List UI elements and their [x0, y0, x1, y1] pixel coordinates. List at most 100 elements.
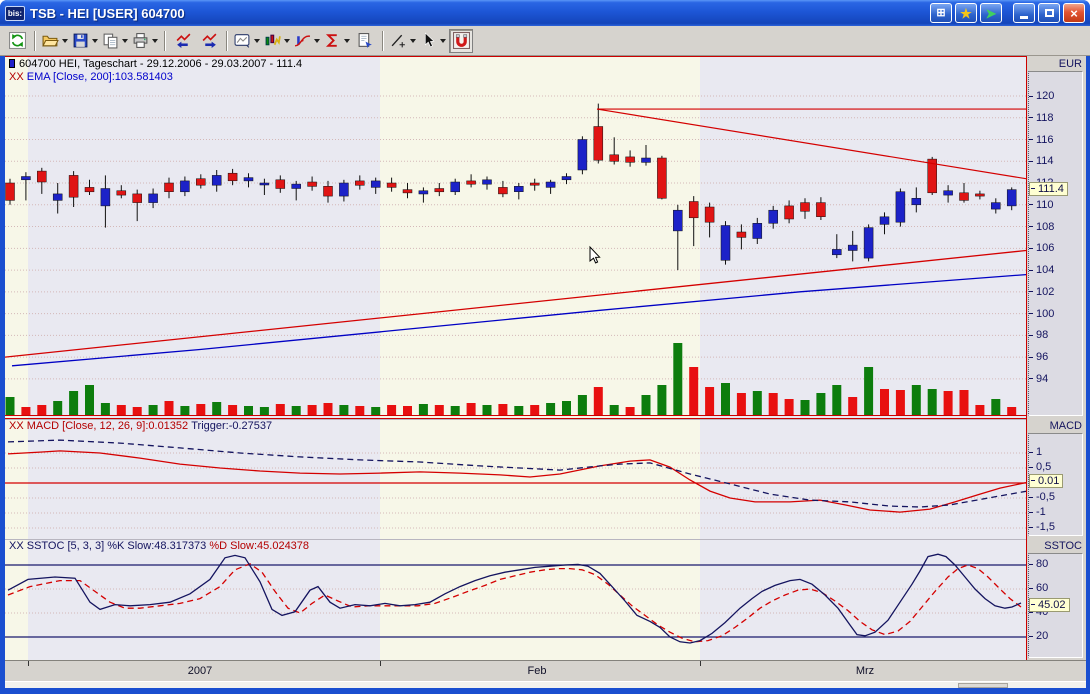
ema-indicator-label: XX EMA [Close, 200]:103.581403	[9, 71, 173, 83]
chart-forward-button[interactable]	[197, 29, 221, 53]
axis-tick-label: 0,5	[1029, 460, 1051, 474]
draw-line-button[interactable]	[389, 29, 417, 53]
axis-tick-label: 1	[1029, 445, 1042, 459]
scrollbar-thumb[interactable]	[958, 683, 1008, 688]
app-icon: bis:	[5, 5, 25, 21]
properties-icon	[357, 32, 374, 49]
external-link-button[interactable]: ➤	[980, 3, 1002, 23]
axis-tick-label: 94	[1029, 372, 1048, 386]
line-tool-icon	[390, 32, 407, 49]
save-button[interactable]	[71, 29, 99, 53]
indicator-icon	[294, 32, 311, 49]
maximize-button[interactable]	[1038, 3, 1060, 23]
chevron-down-icon[interactable]	[62, 38, 68, 43]
axis-tick-label: 116	[1029, 133, 1054, 147]
sstoc-axis: SSTOC 80 60 40 20 45.02	[1027, 538, 1086, 660]
axis-tick-label: 114	[1029, 154, 1054, 168]
axis-tick-label: 108	[1029, 220, 1054, 234]
close-icon: ×	[1070, 5, 1078, 21]
print-button[interactable]	[131, 29, 159, 53]
chevron-down-icon[interactable]	[122, 38, 128, 43]
main-toolbar	[0, 26, 1090, 56]
save-icon	[72, 32, 89, 49]
chevron-down-icon[interactable]	[410, 38, 416, 43]
macd-pane[interactable]: XX MACD [Close, 12, 26, 9]:0.01352 Trigg…	[5, 419, 1026, 539]
sstoc-chart-canvas[interactable]	[5, 540, 1026, 661]
chart-back-icon	[175, 32, 192, 49]
sum-icon	[324, 32, 341, 49]
chevron-down-icon[interactable]	[92, 38, 98, 43]
properties-button[interactable]	[353, 29, 377, 53]
sstoc-axis-title: SSTOC	[1044, 540, 1082, 552]
time-axis-tick	[380, 661, 381, 666]
axis-tick-label: 106	[1029, 241, 1054, 255]
price-pane[interactable]: 604700 HEI, Tageschart - 29.12.2006 - 29…	[5, 57, 1026, 419]
macd-axis-title: MACD	[1049, 420, 1082, 432]
chart-layout-button[interactable]	[233, 29, 261, 53]
toolbar-separator	[226, 30, 228, 51]
time-axis-label: Mrz	[855, 665, 875, 677]
print-icon	[132, 32, 149, 49]
sstoc-indicator-label: XX SSTOC [5, 3, 3] %K Slow:48.317373 %D …	[9, 540, 310, 552]
macd-axis-scale: 1 0,5 -0,5 -1 -1,5 0.01	[1028, 433, 1083, 536]
chevron-down-icon[interactable]	[152, 38, 158, 43]
macd-chart-canvas[interactable]	[5, 420, 1026, 539]
eur-axis-title: EUR	[1058, 58, 1082, 70]
close-button[interactable]: ×	[1063, 3, 1085, 23]
eur-axis: EUR 120118116114112110108106104102100989…	[1027, 56, 1086, 418]
overlays-button[interactable]	[323, 29, 351, 53]
window-titlebar: bis: TSB - HEI [USER] 604700 ⊞ ★ ➤ ×	[0, 0, 1090, 26]
price-chart-canvas[interactable]	[5, 57, 1026, 418]
refresh-button[interactable]	[5, 29, 29, 53]
time-axis-tick	[700, 661, 701, 666]
current-value-badge: 111.4	[1029, 181, 1068, 196]
magnet-icon	[453, 32, 470, 49]
indicators-button[interactable]	[293, 29, 321, 53]
chevron-down-icon[interactable]	[314, 38, 320, 43]
axis-tick-label: 120	[1029, 89, 1054, 103]
magnet-button[interactable]	[449, 28, 473, 53]
axis-tick-label: 118	[1029, 111, 1054, 125]
time-axis-label: 2007	[187, 665, 213, 677]
chevron-down-icon[interactable]	[254, 38, 260, 43]
axis-tick-label: 20	[1029, 629, 1048, 643]
toolbar-separator	[164, 30, 166, 51]
current-value-badge: 45.02	[1029, 597, 1070, 612]
chart-forward-icon	[201, 32, 218, 49]
chevron-down-icon[interactable]	[344, 38, 350, 43]
chevron-down-icon[interactable]	[284, 38, 290, 43]
favorites-icon: ★	[960, 5, 972, 21]
dock-icon: ⊞	[936, 6, 946, 19]
minimize-button[interactable]	[1013, 3, 1035, 23]
macd-indicator-label: XX MACD [Close, 12, 26, 9]:0.01352 Trigg…	[9, 420, 273, 432]
candlestick-icon	[9, 59, 15, 68]
window-bottom-border	[0, 688, 1090, 694]
dock-button[interactable]: ⊞	[930, 3, 952, 23]
open-button[interactable]	[41, 29, 69, 53]
open-folder-icon	[42, 32, 59, 49]
copy-icon	[102, 32, 119, 49]
axis-tick-label: 80	[1029, 557, 1048, 571]
refresh-icon	[9, 32, 26, 49]
sstoc-axis-scale: 80 60 40 20 45.02	[1028, 553, 1083, 658]
time-axis-label: Feb	[527, 665, 547, 677]
sstoc-pane[interactable]: XX SSTOC [5, 3, 3] %K Slow:48.317373 %D …	[5, 539, 1026, 661]
axis-tick-label: -0,5	[1029, 490, 1055, 504]
time-axis-tick	[28, 661, 29, 666]
eur-axis-scale: 1201181161141121101081061041021009896941…	[1028, 71, 1083, 416]
time-axis: 2007 Feb Mrz	[5, 660, 1086, 681]
copy-button[interactable]	[101, 29, 129, 53]
chart-back-button[interactable]	[171, 29, 195, 53]
axis-tick-label: -1,5	[1029, 520, 1055, 534]
chart-type-button[interactable]	[263, 29, 291, 53]
maximize-icon	[1044, 9, 1054, 17]
chevron-down-icon[interactable]	[440, 38, 446, 43]
toolbar-separator	[34, 30, 36, 51]
external-link-icon: ➤	[985, 5, 997, 21]
axis-tick-label: 104	[1029, 263, 1054, 277]
favorites-button[interactable]: ★	[955, 3, 977, 23]
axis-tick-label: -1	[1029, 505, 1046, 519]
pointer-button[interactable]	[419, 29, 447, 53]
horizontal-scrollbar[interactable]	[5, 681, 1086, 688]
